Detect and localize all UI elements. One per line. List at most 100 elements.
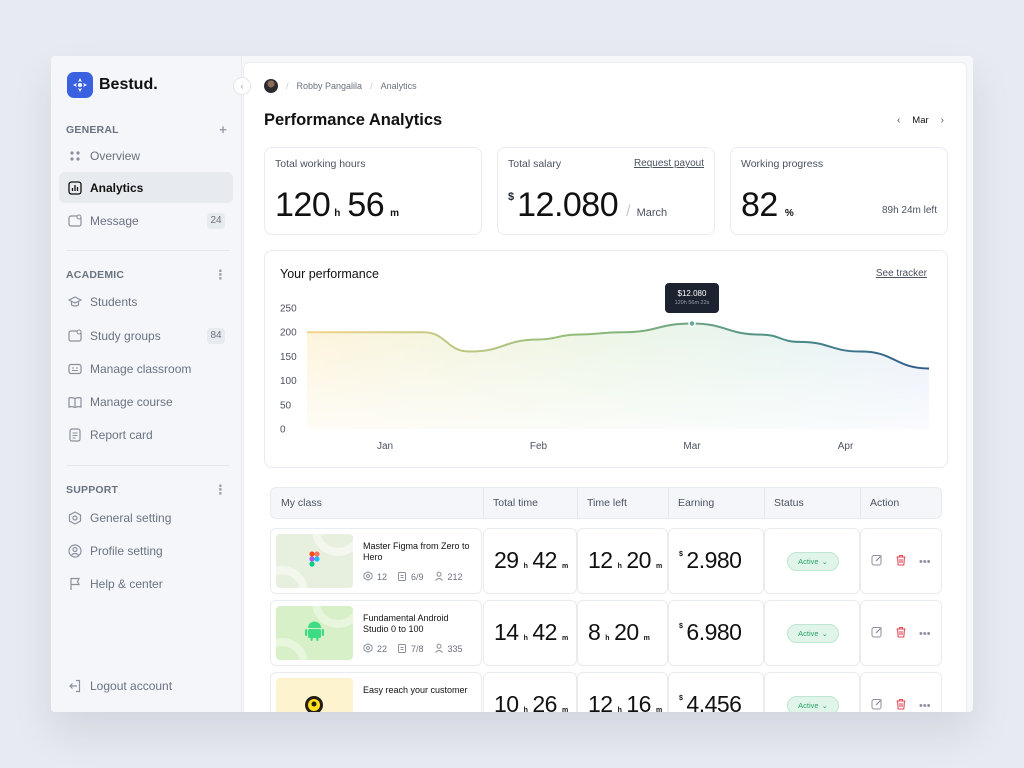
table-row[interactable]: Fundamental Android Studio 0 to 100 22 7… — [270, 600, 942, 666]
clipboard-icon — [397, 571, 407, 583]
hours-number: 120 — [275, 186, 331, 224]
class-thumbnail — [276, 606, 353, 660]
trash-icon[interactable] — [895, 553, 907, 571]
total-time-cell: 29 h 42 m — [483, 528, 577, 594]
col-total-time[interactable]: Total time — [493, 497, 538, 509]
trash-icon[interactable] — [895, 625, 907, 643]
col-my-class[interactable]: My class — [281, 497, 322, 509]
more-horizontal-icon[interactable]: ••• — [919, 628, 931, 640]
sidebar-item-profile-setting[interactable]: Profile setting — [59, 535, 233, 566]
sidebar-item-report-card[interactable]: Report card — [59, 419, 233, 450]
time-left-cell: 12 h 20 m — [577, 528, 668, 594]
total-time-cell: 10 h 26 m — [483, 672, 577, 712]
chevron-down-icon: ⌄ — [821, 557, 828, 566]
sidebar-item-study-groups[interactable]: Study groups 84 — [59, 320, 233, 351]
request-payout-link[interactable]: Request payout — [633, 158, 704, 169]
total-time-cell: 14 h 42 m — [483, 600, 577, 666]
course-title[interactable]: Easy reach your customer — [363, 685, 468, 695]
breadcrumb: / Robby Pangalila / Analytics — [264, 79, 417, 93]
study-groups-count-badge: 84 — [207, 327, 225, 344]
col-action[interactable]: Action — [870, 497, 900, 509]
month-label[interactable]: Mar — [912, 115, 929, 126]
sidebar-item-label: Manage classroom — [90, 361, 192, 376]
y-tick-label: 150 — [280, 352, 297, 363]
salary-value: $ 12.080 / March — [508, 186, 668, 224]
status-badge[interactable]: Active ⌄ — [787, 624, 839, 643]
col-time-left[interactable]: Time left — [587, 497, 627, 509]
action-cell: ••• — [860, 600, 942, 666]
logout-button[interactable]: Logout account — [59, 670, 233, 701]
y-tick-label: 250 — [280, 304, 297, 315]
status-badge[interactable]: Active ⌄ — [787, 696, 839, 712]
bar-chart-icon — [67, 180, 82, 195]
hexagon-gear-icon — [67, 510, 82, 525]
time-left-cell: 12 h 16 m — [577, 672, 668, 712]
earning-value: $4.456 — [679, 691, 742, 712]
x-tick-label: Apr — [838, 441, 854, 452]
series-line — [306, 322, 930, 370]
class-thumbnail — [276, 534, 353, 588]
edit-icon[interactable] — [871, 625, 883, 643]
more-vertical-icon[interactable]: ⋮ — [213, 482, 227, 497]
table-header: My class Total time Time left Earning St… — [270, 487, 942, 519]
action-cell: ••• — [860, 528, 942, 594]
user-icon — [434, 571, 444, 583]
sidebar-item-students[interactable]: Students — [59, 286, 233, 317]
add-icon[interactable]: + — [219, 122, 227, 137]
progress-value: 82 % — [741, 186, 794, 225]
sidebar-item-overview[interactable]: Overview — [59, 140, 233, 171]
course-title[interactable]: Master Figma from Zero to Hero — [363, 541, 470, 562]
table-row[interactable]: Master Figma from Zero to Hero 12 6/9 21… — [270, 528, 942, 594]
chevron-down-icon: ⌄ — [821, 629, 828, 638]
sidebar-item-label: Message — [90, 213, 139, 228]
brand[interactable]: Bestud. — [67, 72, 158, 98]
breadcrumb-user[interactable]: Robby Pangalila — [296, 81, 363, 91]
flag-icon — [67, 576, 82, 591]
avatar[interactable] — [264, 79, 278, 93]
logout-icon — [67, 678, 82, 693]
sidebar-item-general-setting[interactable]: General setting — [59, 502, 233, 533]
status-badge[interactable]: Active ⌄ — [787, 552, 839, 571]
stat-label: Working progress — [741, 158, 824, 170]
sidebar-item-manage-classroom[interactable]: Manage classroom — [59, 353, 233, 384]
table-row[interactable]: Easy reach your customer 10 h 26 m 12 h 16 m $… — [270, 672, 942, 712]
col-earning[interactable]: Earning — [678, 497, 715, 509]
breadcrumb-page[interactable]: Analytics — [380, 81, 417, 91]
edit-icon[interactable] — [871, 697, 883, 712]
percent-unit: % — [784, 208, 794, 219]
brand-logo-icon — [67, 72, 93, 98]
course-title[interactable]: Fundamental Android Studio 0 to 100 — [363, 613, 449, 634]
clipboard-icon — [397, 643, 407, 655]
sidebar-item-help-center[interactable]: Help & center — [59, 568, 233, 599]
hexagon-gear-icon — [363, 643, 373, 655]
more-vertical-icon[interactable]: ⋮ — [213, 267, 227, 282]
sidebar-item-message[interactable]: Message 24 — [59, 205, 233, 236]
graduation-cap-icon — [67, 294, 82, 309]
edit-icon[interactable] — [871, 553, 883, 571]
more-horizontal-icon[interactable]: ••• — [919, 700, 931, 712]
chevron-left-icon[interactable]: ‹ — [896, 115, 901, 126]
highlight-point[interactable] — [688, 319, 696, 328]
section-support: SUPPORT ⋮ — [66, 482, 227, 498]
class-thumbnail — [276, 678, 353, 712]
meta-students: 335 — [447, 644, 463, 654]
hours-value: 120 h 56 m — [275, 186, 399, 225]
col-status[interactable]: Status — [774, 497, 804, 509]
chevron-right-icon[interactable]: › — [940, 115, 944, 126]
chart-tooltip: $12.080 120h 56m 22s — [665, 283, 719, 314]
logout-label: Logout account — [90, 678, 173, 693]
see-tracker-link[interactable]: See tracker — [875, 268, 927, 279]
sidebar-item-label: Profile setting — [90, 543, 163, 558]
sidebar-item-manage-course[interactable]: Manage course — [59, 386, 233, 417]
class-cell: Master Figma from Zero to Hero 12 6/9 21… — [270, 528, 482, 594]
more-horizontal-icon[interactable]: ••• — [919, 556, 931, 568]
x-tick-label: Feb — [530, 441, 548, 452]
android-logo-icon — [276, 606, 353, 660]
sidebar-item-analytics[interactable]: Analytics — [59, 172, 233, 203]
meta-progress: 6/9 — [411, 572, 424, 582]
tooltip-sub: 120h 56m 22s — [674, 300, 710, 307]
trash-icon[interactable] — [895, 697, 907, 712]
chevron-down-icon: ⌄ — [821, 701, 828, 710]
collapse-sidebar-button[interactable]: ‹ — [233, 77, 251, 95]
status-cell: Active ⌄ — [764, 528, 860, 594]
